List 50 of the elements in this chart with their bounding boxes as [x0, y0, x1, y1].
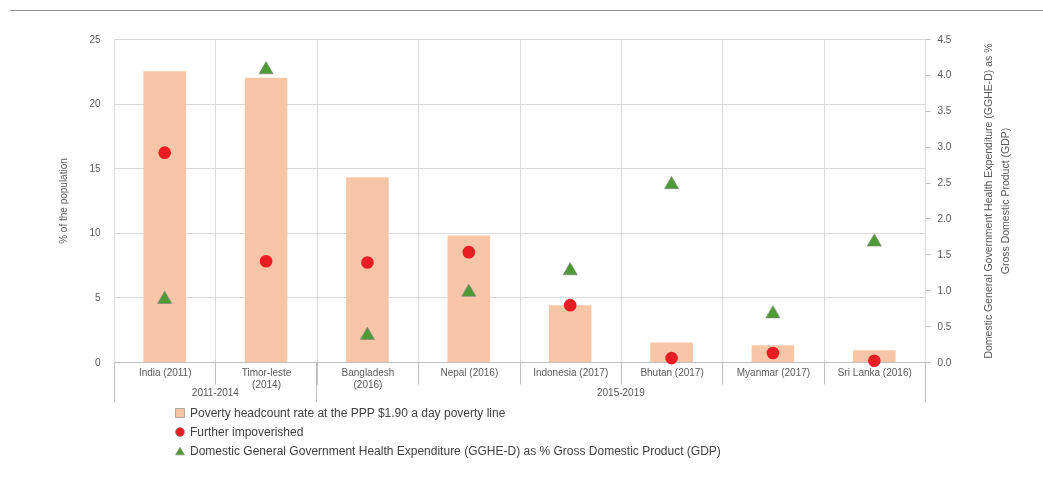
- x-tick-label: Nepal (2016): [440, 366, 499, 378]
- text: 2011-2014: [191, 387, 239, 398]
- x-tick-label: Sri Lanka (2016): [837, 366, 912, 378]
- bar: [346, 177, 389, 362]
- text: 2015-2019: [596, 387, 645, 398]
- point: [765, 305, 781, 319]
- y-axis-title: % of the population: [58, 158, 70, 244]
- legend-label: Poverty headcount rate at the PPP $1.90 a day poverty line: [190, 406, 506, 420]
- x-tick-label: Bhutan (2017): [640, 366, 704, 378]
- y-tick-label: 0: [94, 356, 101, 368]
- point: [461, 283, 477, 297]
- y-tick-label: 25: [89, 33, 101, 45]
- bar: [143, 71, 186, 362]
- x-tick-label: Timor-leste (2014): [241, 366, 292, 390]
- point: [360, 326, 375, 340]
- y2-tick-label: 2.0: [937, 212, 952, 224]
- y2-tick-label: 3.0: [937, 141, 952, 153]
- y2-axis-title: Domestic General Government Health Expenditure (GGHE-D) as % Gross Domestic Product (GDP): [982, 43, 1012, 359]
- point: [664, 176, 679, 189]
- y2-tick-label: 0.0: [937, 356, 952, 368]
- point: [259, 254, 273, 268]
- point: [866, 233, 882, 247]
- y2-tick-label: 0.5: [937, 320, 952, 332]
- point: [361, 256, 374, 269]
- y2-tick-label: 2.5: [937, 177, 952, 189]
- y-tick-label: 15: [89, 162, 101, 174]
- y-tick-label: 5: [94, 291, 101, 303]
- bar: [244, 77, 288, 362]
- y-tick-label: 20: [89, 98, 101, 110]
- point: [562, 262, 578, 276]
- y-tick-label: 10: [89, 227, 101, 239]
- x-tick-label: India (2011): [138, 366, 192, 378]
- point: [563, 298, 577, 312]
- y2-tick-label: 3.5: [937, 105, 952, 117]
- legend-label: Domestic General Government Health Expenditure (GGHE-D) as % Gross Domestic Product (GDP): [190, 444, 721, 458]
- y2-tick-label: 1.0: [937, 284, 952, 296]
- y2-tick-label: 4.0: [937, 69, 952, 81]
- bar: [548, 305, 592, 362]
- y2-tick-label: 1.5: [937, 248, 952, 260]
- point: [462, 245, 476, 259]
- y2-tick-label: 4.5: [937, 33, 952, 45]
- x-tick-label: Myanmar (2017): [736, 366, 811, 378]
- bar: [447, 235, 491, 362]
- point: [158, 146, 172, 160]
- point: [867, 354, 881, 368]
- x-tick-label: Bangladesh (2016): [341, 366, 395, 390]
- x-tick-label: Indonesia (2017): [533, 366, 609, 378]
- legend-label: Further impoverished: [190, 425, 304, 439]
- point: [258, 61, 274, 75]
- point: [157, 290, 173, 304]
